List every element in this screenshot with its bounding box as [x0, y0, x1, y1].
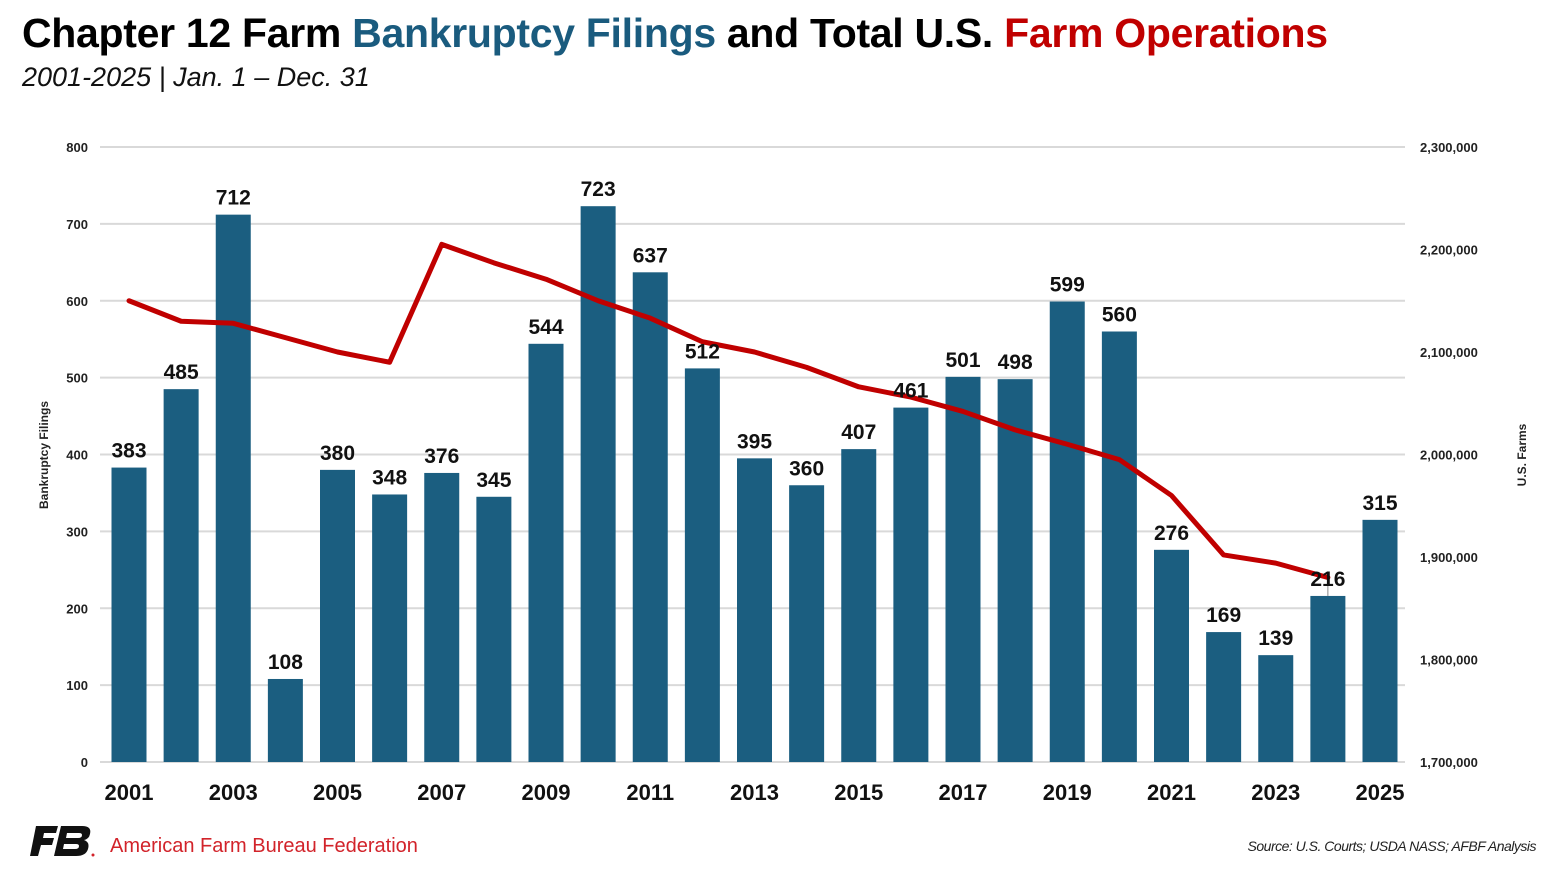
bar-2023 — [1258, 655, 1294, 762]
bar-data-label: 383 — [111, 440, 146, 463]
x-tick-label: 2007 — [417, 780, 466, 805]
bar-data-label: 139 — [1258, 627, 1293, 650]
bar-data-label: 501 — [945, 349, 980, 372]
bar-2022 — [1206, 632, 1242, 762]
y-right-tick-label: 2,100,000 — [1420, 345, 1478, 360]
y-right-tick-label: 1,700,000 — [1420, 755, 1478, 770]
bar-data-label: 407 — [841, 421, 876, 444]
bar-data-label: 461 — [893, 380, 928, 403]
bar-data-label: 637 — [633, 244, 668, 267]
bar-data-label: 169 — [1206, 604, 1241, 627]
title-part: and Total U.S. — [715, 10, 1005, 56]
bar-2014 — [789, 485, 825, 762]
x-tick-label: 2019 — [1043, 780, 1092, 805]
y-left-tick-label: 300 — [66, 524, 88, 539]
y-left-tick-label: 700 — [66, 217, 88, 232]
title-farm-operations: Farm Operations — [1004, 10, 1328, 56]
x-tick-label: 2005 — [313, 780, 362, 805]
bar-data-label: 360 — [789, 457, 824, 480]
bar-2002 — [163, 389, 199, 762]
bar-2019 — [1049, 301, 1085, 762]
y-left-tick-label: 100 — [66, 678, 88, 693]
bar-2010 — [580, 206, 616, 763]
bar-data-label: 512 — [685, 340, 720, 363]
y-left-tick-label: 0 — [81, 755, 88, 770]
x-tick-label: 2003 — [209, 780, 258, 805]
chart-title: Chapter 12 Farm Bankruptcy Filings and T… — [22, 10, 1328, 57]
x-tick-label: 2017 — [939, 780, 988, 805]
bar-2025 — [1362, 519, 1398, 762]
bar-data-label: 216 — [1310, 568, 1345, 591]
chart-subtitle: 2001-2025 | Jan. 1 – Dec. 31 — [22, 62, 370, 92]
bar-2004 — [267, 678, 303, 762]
bar-2001 — [111, 467, 147, 762]
y-right-tick-label: 2,300,000 — [1420, 140, 1478, 155]
bar-2012 — [684, 368, 720, 762]
x-tick-label: 2011 — [626, 780, 674, 805]
bar-data-label: 348 — [372, 466, 407, 489]
bar-data-label: 376 — [424, 445, 459, 468]
afbf-logo — [30, 826, 95, 857]
y-right-axis-label: U.S. Farms — [1515, 423, 1529, 486]
bar-data-label: 345 — [476, 469, 511, 492]
x-tick-label: 2023 — [1251, 780, 1300, 805]
x-tick-label: 2013 — [730, 780, 779, 805]
bar-data-label: 380 — [320, 442, 355, 465]
x-tick-label: 2015 — [834, 780, 883, 805]
bar-2006 — [372, 494, 408, 762]
bar-data-label: 544 — [528, 316, 563, 339]
y-right-tick-label: 2,200,000 — [1420, 243, 1478, 258]
bar-2005 — [320, 469, 355, 762]
bar-2021 — [1154, 549, 1189, 762]
bar-2017 — [945, 376, 981, 762]
bar-data-label: 599 — [1050, 274, 1085, 297]
source-note: Source: U.S. Courts; USDA NASS; AFBF Ana… — [1247, 838, 1537, 854]
y-right-tick-label: 1,800,000 — [1420, 653, 1478, 668]
farms-line — [126, 241, 1331, 580]
y-left-axis-label: Bankruptcy Filings — [37, 401, 51, 509]
bar-data-label: 395 — [737, 430, 772, 453]
x-tick-label: 2025 — [1356, 780, 1405, 805]
bar-2015 — [841, 449, 877, 762]
y-left-tick-label: 200 — [66, 601, 88, 616]
organization-name: American Farm Bureau Federation — [110, 835, 418, 857]
bar-2013 — [737, 458, 772, 762]
y-right-tick-label: 1,900,000 — [1420, 550, 1478, 565]
bar-2009 — [528, 343, 564, 762]
title-bankruptcy: Bankruptcy Filings — [352, 10, 716, 56]
bar-2018 — [997, 379, 1033, 762]
bar-2007 — [424, 472, 460, 762]
bar-data-label: 560 — [1102, 304, 1137, 327]
bar-data-label: 712 — [216, 187, 251, 210]
x-tick-label: 2021 — [1147, 780, 1196, 805]
bar-2003 — [215, 214, 251, 762]
x-tick-label: 2001 — [105, 780, 154, 805]
y-left-tick-label: 800 — [66, 140, 88, 155]
y-left-tick-label: 500 — [66, 371, 88, 386]
bar-data-label: 723 — [581, 178, 616, 201]
bar-data-label: 485 — [164, 361, 199, 384]
bar-data-label: 108 — [268, 651, 303, 674]
bar-2008 — [476, 496, 512, 762]
bar-data-label: 276 — [1154, 522, 1189, 545]
y-left-tick-label: 600 — [66, 294, 88, 309]
y-right-tick-label: 2,000,000 — [1420, 448, 1478, 463]
bar-2020 — [1101, 331, 1137, 762]
bar-2024 — [1310, 595, 1346, 762]
bar-data-label: 315 — [1362, 492, 1397, 515]
bar-2016 — [893, 407, 929, 762]
title-part: Chapter 12 Farm — [22, 10, 353, 56]
x-tick-label: 2009 — [522, 780, 571, 805]
bar-data-label: 498 — [998, 351, 1033, 374]
bar-2011 — [632, 272, 668, 762]
y-left-tick-label: 400 — [66, 448, 88, 463]
